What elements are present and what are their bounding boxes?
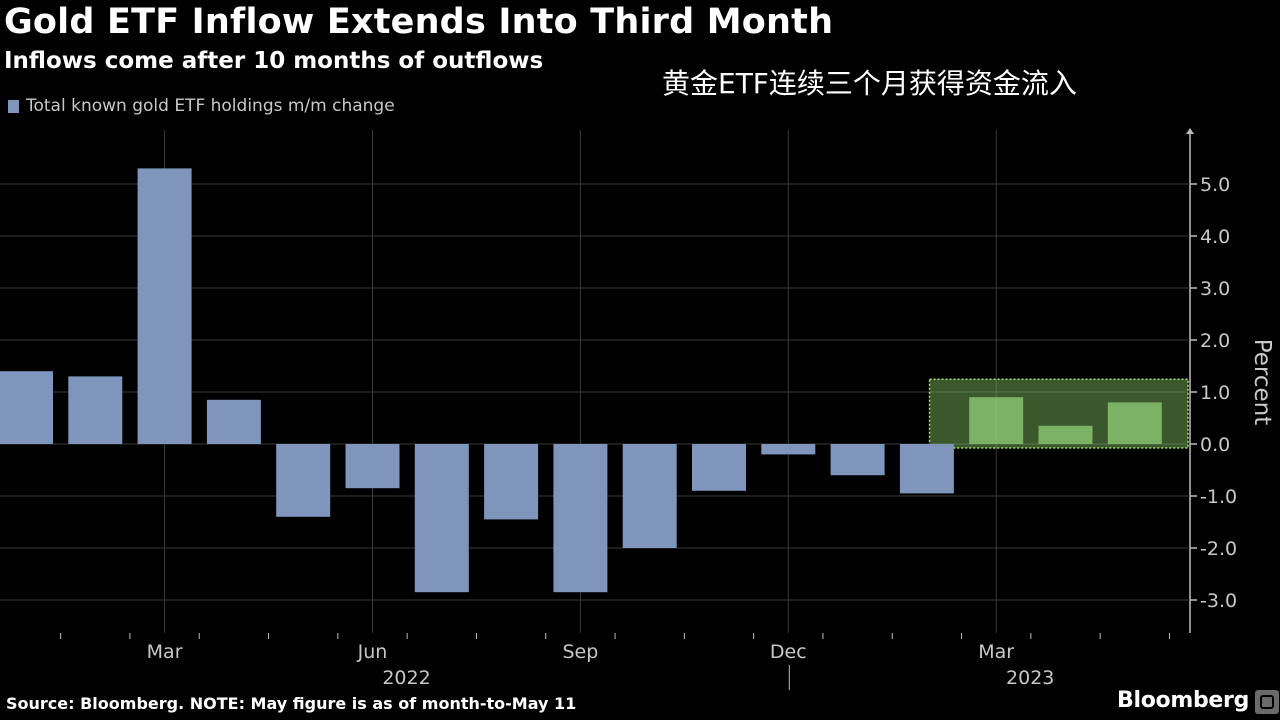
bar <box>0 371 53 444</box>
source-note: Source: Bloomberg. NOTE: May figure is a… <box>6 694 577 713</box>
x-year-label: 2023 <box>1006 667 1054 689</box>
x-year-label: 2022 <box>382 667 430 689</box>
chart-subtitle: Inflows come after 10 months of outflows <box>4 48 544 74</box>
y-tick-label: 2.0 <box>1200 330 1230 352</box>
y-axis-title: Percent <box>1249 339 1275 426</box>
bar <box>206 399 261 444</box>
bloomberg-logo: Bloomberg <box>1117 688 1250 713</box>
y-tick-label: 1.0 <box>1200 382 1230 404</box>
bar <box>1107 402 1162 444</box>
y-tick-label: 4.0 <box>1200 226 1230 248</box>
bar <box>553 444 608 593</box>
x-tick-label: Jun <box>357 641 388 663</box>
x-tick-label: Mar <box>978 641 1014 663</box>
bar <box>761 444 816 455</box>
x-tick-label: Mar <box>147 641 183 663</box>
bar <box>68 376 123 444</box>
legend: Total known gold ETF holdings m/m change <box>8 96 395 116</box>
y-axis-arrow <box>1186 128 1194 134</box>
y-tick-label: 5.0 <box>1200 174 1230 196</box>
chinese-caption: 黄金ETF连续三个月获得资金流入 <box>662 67 1077 100</box>
y-tick-label: -1.0 <box>1200 486 1237 508</box>
bar <box>484 444 539 520</box>
bar <box>692 444 746 491</box>
y-tick-label: -3.0 <box>1200 590 1237 612</box>
bar <box>414 444 469 593</box>
y-tick-label: -2.0 <box>1200 538 1237 560</box>
bloomberg-terminal-icon <box>1255 690 1279 714</box>
bar <box>622 444 677 548</box>
legend-label: Total known gold ETF holdings m/m change <box>26 96 395 116</box>
bar-chart: -3.0 -2.0 -1.0 0.0 1.0 2.0 3.0 4.0 5.0 Percent Mar… <box>0 128 1275 690</box>
y-tick-label: 0.0 <box>1200 434 1230 456</box>
bar <box>899 444 954 494</box>
bar <box>1038 425 1093 444</box>
bar <box>137 168 192 444</box>
bar <box>830 444 885 476</box>
x-tick-label: Sep <box>562 641 598 663</box>
y-tick-label: 3.0 <box>1200 278 1230 300</box>
bar <box>969 397 1024 444</box>
chart-title: Gold ETF Inflow Extends Into Third Month <box>4 2 834 42</box>
bar <box>345 444 400 489</box>
legend-swatch <box>8 99 19 113</box>
x-tick-label: Dec <box>770 641 807 663</box>
bar <box>276 444 331 517</box>
